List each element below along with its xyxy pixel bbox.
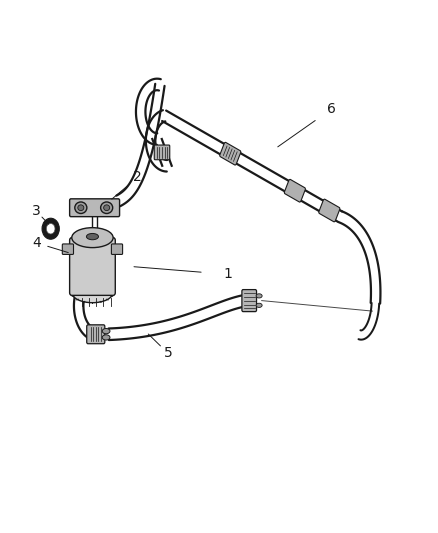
FancyBboxPatch shape: [70, 238, 115, 295]
FancyBboxPatch shape: [62, 244, 73, 254]
Ellipse shape: [100, 202, 113, 214]
Circle shape: [46, 223, 55, 234]
Ellipse shape: [102, 335, 110, 340]
FancyBboxPatch shape: [154, 145, 170, 160]
Ellipse shape: [255, 294, 261, 298]
Ellipse shape: [103, 205, 110, 211]
Text: 2: 2: [133, 171, 142, 184]
FancyBboxPatch shape: [284, 180, 305, 202]
FancyBboxPatch shape: [70, 199, 119, 216]
Text: 1: 1: [223, 268, 232, 281]
Ellipse shape: [102, 328, 110, 334]
Text: 6: 6: [326, 102, 335, 116]
FancyBboxPatch shape: [219, 142, 240, 165]
FancyBboxPatch shape: [111, 244, 122, 254]
Ellipse shape: [72, 228, 113, 248]
Text: 5: 5: [163, 346, 172, 360]
Ellipse shape: [78, 205, 84, 211]
FancyBboxPatch shape: [318, 199, 339, 222]
FancyBboxPatch shape: [87, 325, 105, 344]
Circle shape: [42, 218, 59, 239]
Ellipse shape: [72, 283, 113, 303]
Text: 3: 3: [32, 205, 41, 219]
Ellipse shape: [74, 202, 87, 214]
Ellipse shape: [255, 303, 261, 308]
Ellipse shape: [86, 233, 98, 240]
Text: 4: 4: [32, 236, 41, 250]
FancyBboxPatch shape: [241, 289, 256, 312]
